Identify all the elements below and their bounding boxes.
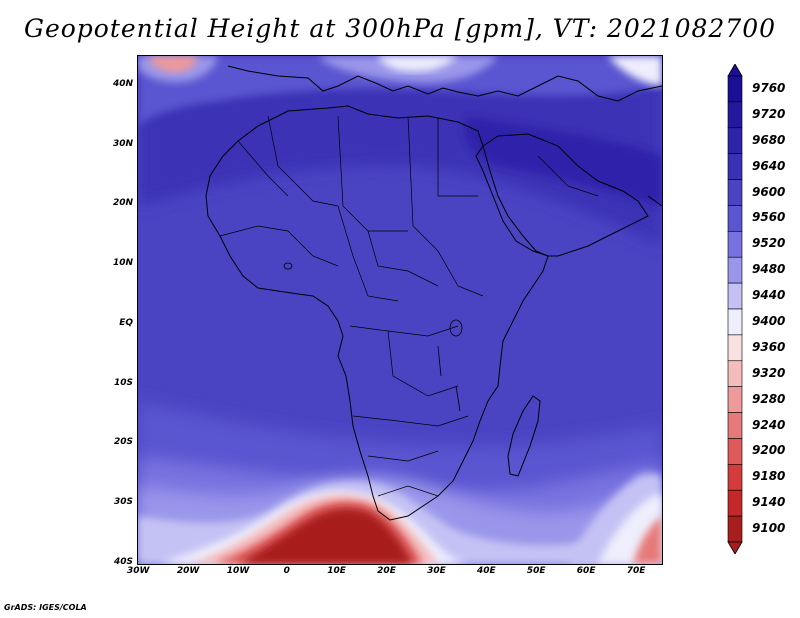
colorbar-swatch [727,515,743,543]
colorbar-swatch [727,101,743,129]
border-3 [337,115,408,232]
border-14 [377,485,439,497]
lon-tick-label: 30E [427,566,446,576]
lake-tanganyika [437,345,442,377]
border-6 [219,225,339,267]
colorbar-swatch [727,386,743,413]
border-2 [267,115,339,207]
lon-tick-label: 70E [626,566,646,576]
colorbar-level-label: 9180 [752,469,786,484]
field-se-trough-core [633,516,662,564]
colorbar-swatch [727,334,743,362]
map-panel [137,55,663,565]
lat-tick-label: 40S [113,557,133,567]
lake-victoria [449,319,463,337]
colorbar-min-arrow [727,541,743,554]
lon-tick-label: 20W [176,566,200,576]
colorbar-swatch [727,256,743,284]
colorbar-swatch [727,179,743,206]
colorbar-level-label: 9680 [752,132,786,147]
map-title: Geopotential Height at 300hPa [gpm], VT:… [23,14,777,43]
colorbar-level-label: 9360 [752,339,786,354]
colorbar-level-label: 9400 [752,313,786,328]
colorbar-swatch [727,360,743,387]
colorbar-level-label: 9100 [752,521,786,536]
colorbar-level-label: 9320 [752,365,786,380]
field-plot [138,56,662,564]
lat-tick-label: 20N [112,198,133,209]
lat-tick-label: 10S [113,377,133,388]
colorbar-swatch [727,153,743,180]
india-coastline [647,195,662,207]
border-11 [387,330,459,397]
field-north-high [138,56,662,246]
lat-tick-label: 40N [112,78,133,89]
colorbar-level-label: 9240 [752,417,786,432]
colorbar-level-label: 9480 [752,262,786,277]
field-med-trough-core [378,56,458,72]
field-south-trough-core [238,508,413,564]
field-nw-low-core [148,56,198,73]
lon-tick-label: 60E [576,566,596,576]
lake-malawi [455,385,461,412]
colorbar-swatch [727,75,743,103]
lakes [283,262,463,412]
border-7 [337,205,399,302]
field-arabia-high [464,116,662,206]
border-5 [437,118,478,197]
colorbar-level-label: 9280 [752,391,786,406]
madagascar-coastline [507,395,541,477]
colorbar-level-label: 9720 [752,106,786,121]
colorbar-swatch [727,127,743,154]
lat-tick-label: 30S [113,497,133,508]
lat-tick-label: 30N [112,138,133,149]
lon-tick-label: 50E [526,566,546,576]
lat-tick-label: EQ [119,317,133,328]
colorbar-swatch [727,438,743,465]
colorbar-swatch [727,282,743,310]
border-4 [407,115,439,252]
lon-tick-label: 20E [377,566,396,576]
colorbar-level-label: 9440 [752,288,786,303]
field-ne-low [608,56,662,86]
colorbar-level-label: 9140 [752,495,786,510]
colorbar [727,64,743,554]
colorbar-swatch [727,308,743,336]
border-15 [537,155,599,197]
country-borders [219,115,599,497]
colorbar-swatch [727,231,743,258]
colorbar-level-label: 9760 [752,80,786,95]
lat-tick-label: 10N [112,258,133,269]
footer-credit: GrADS: IGES/COLA [4,603,87,612]
lat-tick-label: 20S [113,437,133,448]
lon-tick-label: 0 [283,566,290,576]
colorbar-max-arrow [727,64,743,77]
field-north-gradient [138,56,662,126]
border-12 [352,415,469,427]
colorbar-swatch [727,412,743,439]
lon-tick-label: 10W [226,566,250,576]
colorbar-level-label: 9200 [752,443,786,458]
lon-tick-label: 30W [127,566,150,576]
border-9 [437,250,484,297]
colorbar-level-label: 9560 [752,210,786,225]
coastlines [205,65,662,521]
colorbar-level-label: 9520 [752,236,786,251]
border-13 [367,450,439,462]
lon-tick-label: 10E [327,566,346,576]
arabia-coastline [482,133,649,257]
border-8 [367,230,439,287]
africa-coastline [205,105,549,521]
colorbar-level-label: 9640 [752,158,786,173]
lake-chad [283,262,293,270]
lon-tick-label: 40E [476,566,496,576]
colorbar-swatch [727,205,743,232]
europe-coastline [227,65,662,102]
border-1 [237,140,289,197]
border-10 [349,325,459,337]
colorbar-swatch [727,464,743,491]
colorbar-swatch [727,489,743,517]
colorbar-level-label: 9600 [752,184,786,199]
